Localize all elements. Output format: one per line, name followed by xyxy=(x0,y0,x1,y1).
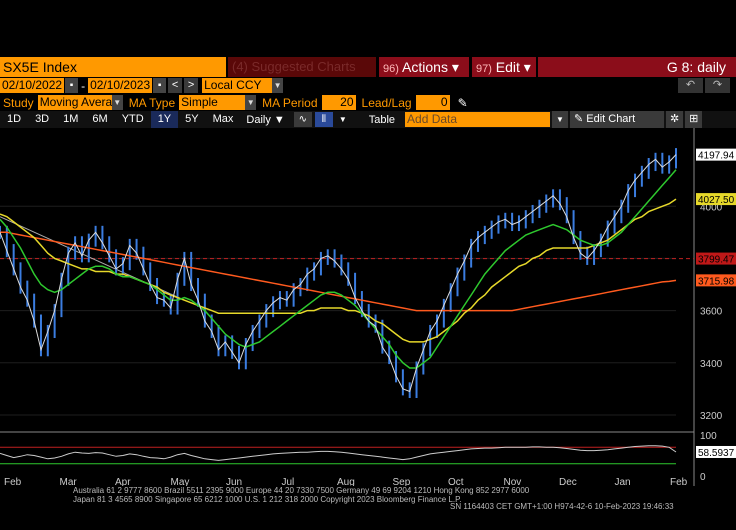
period-button-5y[interactable]: 5Y xyxy=(185,113,199,125)
x-tick-label: Feb xyxy=(4,477,22,486)
add-data-input[interactable]: Add Data xyxy=(405,112,551,127)
study-select[interactable]: Moving Avera xyxy=(37,95,112,110)
range-dash: - xyxy=(81,78,86,93)
end-date-field[interactable]: 02/10/2023 xyxy=(88,78,153,93)
osc-tick-label: 0 xyxy=(700,472,706,483)
x-tick-label: Jun xyxy=(226,477,242,486)
line-chart-icon[interactable]: ∿ xyxy=(293,112,312,127)
y-tick-label: 3400 xyxy=(700,359,723,370)
settings-icon[interactable]: ✲ xyxy=(665,111,684,128)
ma200-last-label: 3715.98 xyxy=(698,276,735,287)
level-last-label-bg xyxy=(696,252,736,265)
period-button-max[interactable]: Max xyxy=(212,113,234,125)
currency-select[interactable]: Local CCY xyxy=(202,78,273,93)
chevron-down-icon[interactable]: ▼ xyxy=(111,95,123,110)
date-range-row: 02/10/2022 ▪ - 02/10/2023 ▪ < > Local CC… xyxy=(0,77,736,94)
footer-line-2: Japan 81 3 4565 8900 Singapore 65 6212 1… xyxy=(73,495,462,504)
osc-last-label: 58.5937 xyxy=(698,448,735,459)
table-button[interactable]: Table xyxy=(368,113,396,126)
period-button-1m[interactable]: 1M xyxy=(63,113,79,125)
x-tick-label: Nov xyxy=(504,477,522,486)
y-tick-label: 3600 xyxy=(700,307,723,318)
ma-type-label: MA Type xyxy=(128,95,176,110)
chevron-down-icon[interactable]: ▼ xyxy=(338,115,347,124)
last-price-label: 4197.94 xyxy=(698,151,735,162)
edit-chart-label: Edit Chart xyxy=(586,113,636,125)
x-tick-label: Oct xyxy=(448,477,464,486)
edit-menu[interactable]: 97) Edit ▾ xyxy=(472,57,536,77)
x-tick-label: Sep xyxy=(393,477,411,486)
header-bar xyxy=(0,0,736,57)
ma200-last-label-bg xyxy=(696,274,736,287)
actions-menu[interactable]: 96) Actions ▾ xyxy=(379,57,469,77)
footer-line-1: Australia 61 2 9777 8600 Brazil 5511 239… xyxy=(73,486,530,495)
chevron-down-icon[interactable]: ▼ xyxy=(245,95,257,110)
period-buttons: 1D 3D 1M 6M YTD 1Y 5Y Max xyxy=(0,111,240,128)
redo-icon[interactable]: ↷ xyxy=(705,78,730,93)
price-chart[interactable]: 320034003600380040004197.944027.503799.4… xyxy=(0,128,736,486)
undo-icon[interactable]: ↶ xyxy=(678,78,703,93)
edit-label: Edit ▾ xyxy=(495,59,531,75)
ma-period-label: MA Period xyxy=(262,95,318,110)
period-button-1y[interactable]: 1Y xyxy=(150,111,179,128)
calendar-icon[interactable]: ▪ xyxy=(65,78,79,93)
x-tick-label: Feb xyxy=(670,477,688,486)
prev-period-button[interactable]: < xyxy=(168,78,183,93)
lead-lag-label: Lead/Lag xyxy=(361,95,412,110)
pencil-icon[interactable]: ✎ xyxy=(457,95,468,110)
actions-number: 96) xyxy=(383,63,399,75)
x-tick-label: Aug xyxy=(337,477,355,486)
footer-line-3: SN 1164403 CET GMT+1:00 H974-42-6 10-Feb… xyxy=(450,502,674,511)
osc-tick-label: 100 xyxy=(700,431,717,442)
ma200-line xyxy=(0,231,677,312)
toolbar-row: 1D 3D 1M 6M YTD 1Y 5Y Max Daily ▼ ∿ ⫴ ▼ Table A… xyxy=(0,111,736,128)
x-tick-label: Jul xyxy=(282,477,295,486)
title-row: SX5E Index (4) Suggested Charts 96) Acti… xyxy=(0,57,736,77)
next-period-button[interactable]: > xyxy=(184,78,199,93)
calendar-icon[interactable]: ▪ xyxy=(153,78,167,93)
pencil-icon: ✎ xyxy=(573,113,587,125)
osc-last-bg xyxy=(696,445,736,458)
actions-label: Actions ▾ xyxy=(402,59,459,75)
lead-lag-input[interactable]: 0 xyxy=(415,95,450,110)
x-tick-label: Mar xyxy=(60,477,78,486)
period-button-ytd[interactable]: YTD xyxy=(121,113,144,125)
ma-period-input[interactable]: 20 xyxy=(321,95,356,110)
ma20-line xyxy=(0,169,677,369)
chart-title: G 8: daily xyxy=(538,57,736,77)
edit-number: 97) xyxy=(476,63,492,75)
ma50-last-label-bg xyxy=(696,193,736,206)
x-tick-label: May xyxy=(171,477,190,486)
x-tick-label: Dec xyxy=(559,477,577,486)
y-tick-label: 4000 xyxy=(700,202,723,213)
frequency-select[interactable]: Daily ▼ xyxy=(246,113,285,126)
last-price-label-bg xyxy=(696,148,736,161)
price-line xyxy=(0,154,677,393)
period-button-6m[interactable]: 6M xyxy=(92,113,108,125)
y-tick-label: 3200 xyxy=(700,411,723,422)
study-row: Study Moving Avera ▼ MA Type Simple ▼ MA… xyxy=(0,94,736,111)
edit-chart-button[interactable]: ✎ Edit Chart xyxy=(569,111,664,128)
oscillator-line xyxy=(0,445,677,461)
study-label: Study xyxy=(3,95,34,110)
suggested-charts-button[interactable]: (4) Suggested Charts xyxy=(228,57,376,77)
x-tick-label: Apr xyxy=(115,477,131,486)
level-last-label: 3799.47 xyxy=(698,255,735,266)
bar-chart-icon[interactable]: ⫴ xyxy=(314,112,333,127)
ma-type-select[interactable]: Simple xyxy=(179,95,246,110)
ma50-last-label: 4027.50 xyxy=(698,195,735,206)
ma50-line xyxy=(0,198,677,343)
ticker-field[interactable]: SX5E Index xyxy=(0,57,226,77)
footer: Australia 61 2 9777 8600 Brazil 5511 239… xyxy=(73,486,529,504)
chevron-down-icon[interactable]: ▼ xyxy=(272,78,284,93)
grid-icon[interactable]: ⊞ xyxy=(685,111,703,128)
period-button-3d[interactable]: 3D xyxy=(35,113,50,125)
period-button-1d[interactable]: 1D xyxy=(7,113,22,125)
chevron-down-icon[interactable]: ▼ xyxy=(552,111,568,128)
start-date-field[interactable]: 02/10/2022 xyxy=(0,78,65,93)
x-tick-label: Jan xyxy=(615,477,631,486)
